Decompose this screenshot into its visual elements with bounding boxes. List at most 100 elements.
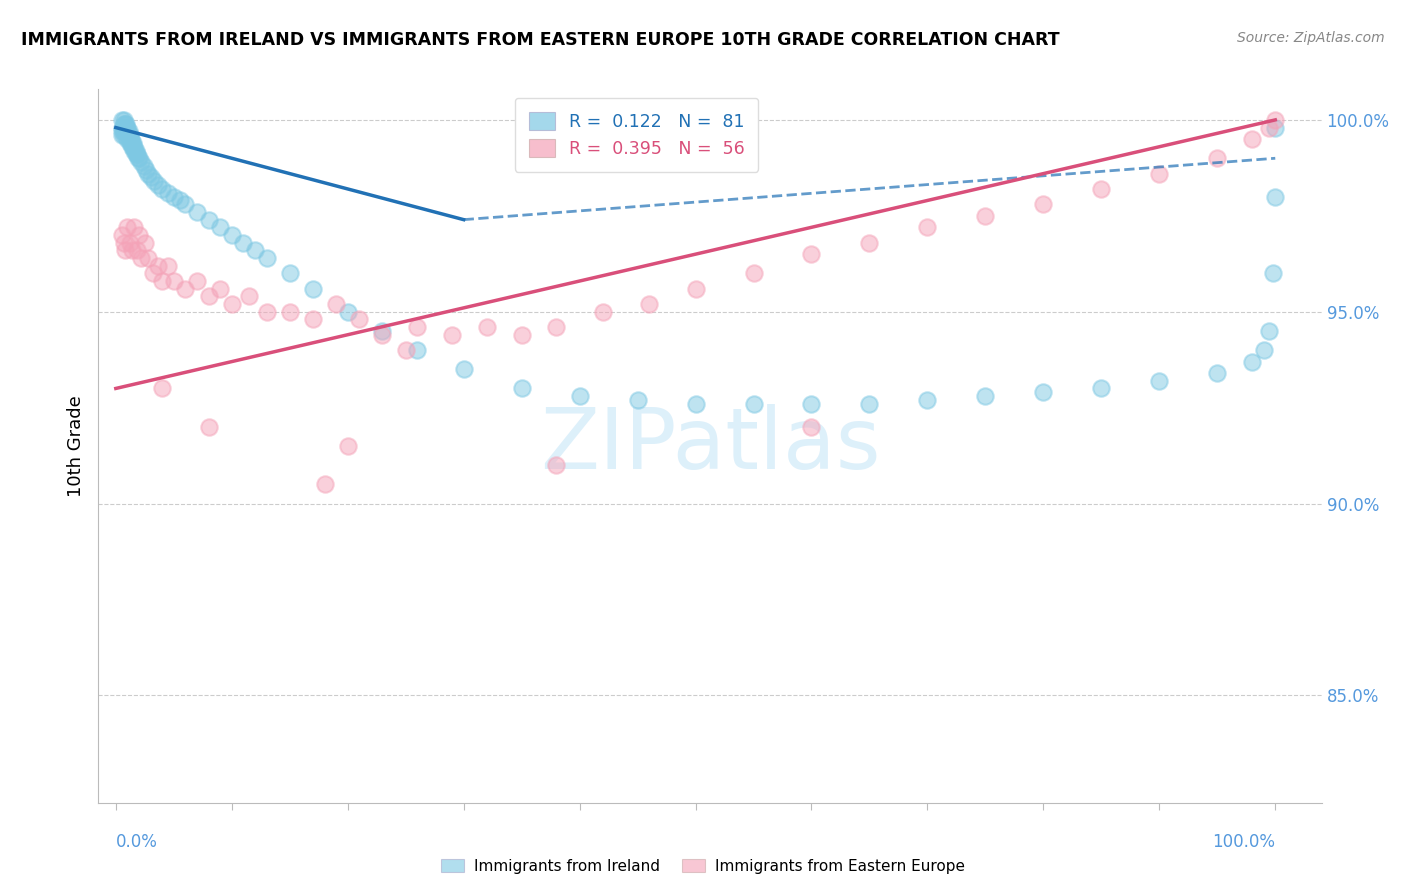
Point (1090, 381, 1112, 395)
Point (114, 117, 136, 131)
Text: 0.0%: 0.0% (115, 833, 157, 851)
Point (136, 167, 159, 181)
Point (197, 289, 219, 303)
Point (475, 320, 498, 334)
Point (395, 343, 418, 357)
Text: ZIPatlas: ZIPatlas (540, 404, 880, 488)
Point (139, 170, 162, 185)
Point (142, 266, 165, 280)
Point (118, 235, 141, 250)
Point (143, 174, 166, 188)
Point (124, 140, 146, 154)
Point (112, 117, 135, 131)
Point (121, 136, 143, 150)
Point (117, 124, 139, 138)
Point (134, 235, 156, 250)
Point (1149, 167, 1171, 181)
Point (156, 259, 179, 273)
Point (1261, 266, 1284, 280)
Point (163, 189, 186, 203)
Point (197, 419, 219, 434)
Point (858, 397, 880, 411)
Point (110, 124, 132, 138)
Point (128, 227, 150, 242)
Y-axis label: 10th Grade: 10th Grade (66, 395, 84, 497)
Point (592, 304, 614, 318)
Point (302, 282, 325, 296)
Point (800, 397, 823, 411)
Point (127, 151, 149, 165)
Legend: Immigrants from Ireland, Immigrants from Eastern Europe: Immigrants from Ireland, Immigrants from… (436, 853, 970, 880)
Point (441, 327, 464, 342)
Point (112, 112, 135, 127)
Point (174, 197, 197, 211)
Point (121, 140, 143, 154)
Point (209, 220, 232, 235)
Point (243, 244, 266, 258)
Point (186, 274, 208, 288)
Point (114, 244, 136, 258)
Point (1032, 197, 1054, 211)
Point (221, 227, 243, 242)
Point (1264, 189, 1286, 203)
Point (124, 144, 146, 158)
Point (117, 220, 139, 235)
Point (124, 220, 146, 235)
Point (638, 297, 661, 311)
Point (336, 439, 359, 453)
Point (117, 120, 139, 135)
Point (974, 389, 997, 403)
Point (858, 235, 880, 250)
Point (135, 162, 157, 177)
Point (256, 251, 278, 265)
Legend: R =  0.122   N =  81, R =  0.395   N =  56: R = 0.122 N = 81, R = 0.395 N = 56 (515, 98, 758, 172)
Point (917, 220, 939, 235)
Point (124, 144, 146, 158)
Point (136, 251, 159, 265)
Point (1253, 343, 1275, 357)
Point (169, 194, 191, 208)
Point (115, 120, 138, 135)
Point (314, 477, 336, 491)
Point (112, 235, 135, 250)
Point (146, 259, 169, 273)
Point (163, 274, 186, 288)
Point (1090, 182, 1112, 196)
Point (1206, 151, 1229, 165)
Point (1264, 112, 1286, 127)
Point (1258, 324, 1281, 338)
Point (349, 312, 371, 326)
Point (568, 389, 591, 403)
Point (128, 151, 150, 165)
Point (150, 182, 173, 196)
Point (118, 128, 141, 143)
Point (146, 178, 169, 193)
Point (122, 140, 145, 154)
Point (238, 289, 260, 303)
Point (685, 397, 707, 411)
Point (1241, 132, 1264, 146)
Point (110, 128, 132, 143)
Point (115, 124, 138, 138)
Point (221, 297, 243, 311)
Point (118, 136, 141, 150)
Point (371, 327, 394, 342)
Point (1258, 120, 1281, 135)
Point (325, 297, 347, 311)
Point (800, 247, 823, 261)
Point (114, 124, 136, 138)
Point (150, 274, 173, 288)
Point (156, 186, 179, 200)
Point (1206, 366, 1229, 380)
Text: IMMIGRANTS FROM IRELAND VS IMMIGRANTS FROM EASTERN EUROPE 10TH GRADE CORRELATION: IMMIGRANTS FROM IRELAND VS IMMIGRANTS FR… (21, 31, 1060, 49)
Point (120, 136, 142, 150)
Point (685, 282, 707, 296)
Point (510, 381, 533, 395)
Point (302, 312, 325, 326)
Point (1241, 354, 1264, 368)
Point (197, 212, 219, 227)
Point (1032, 385, 1054, 400)
Point (117, 124, 139, 138)
Point (371, 324, 394, 338)
Point (232, 235, 254, 250)
